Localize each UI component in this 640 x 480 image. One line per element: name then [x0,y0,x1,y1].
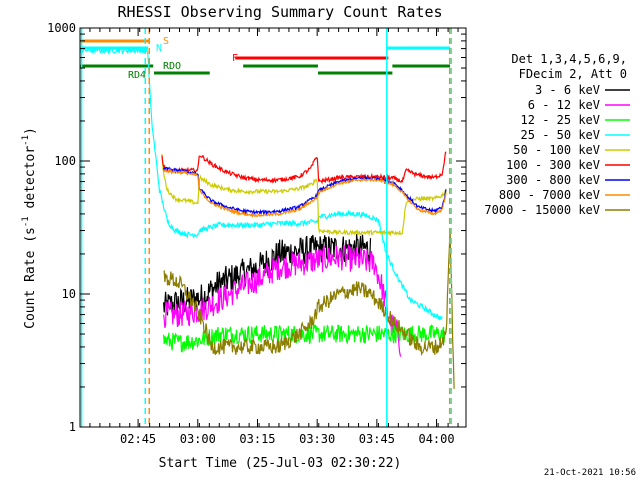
legend-header-1: Det 1,3,4,5,6,9, [511,52,627,66]
x-tick-label: 04:00 [418,432,454,446]
y-axis-label-suffix: ) [23,127,38,135]
footer-date: 21-Oct-2021 10:56 [544,468,636,478]
flag-bars: SN F RDO RD4 [80,36,451,81]
series-line [161,154,447,237]
x-tick-label: 03:45 [359,432,395,446]
legend-header-2: FDecim 2, Att 0 [519,67,627,81]
axes: 1 10 100 1000 02:45 03:00 03:15 03:30 03:45 04:00 [47,21,467,446]
legend: Det 1,3,4,5,6,9, FDecim 2, Att 0 3 - 6 k… [484,52,630,217]
x-tick-label: 03:30 [299,432,335,446]
y-tick-label: 1 [69,420,76,434]
legend-entry-label: 6 - 12 keV [528,98,600,112]
legend-entry-label: 7000 - 15000 keV [484,203,600,217]
series-line [163,243,402,357]
y-axis-label-mid: detector [23,146,38,217]
y-axis-label-prefix: Count Rate (s [23,227,38,329]
flag-label: RDO [163,61,181,72]
flag-label: F [232,53,238,64]
flag-label: RD4 [128,70,146,81]
x-tick-label: 03:00 [180,432,216,446]
y-axis-label-exponent-2: -1 [21,135,31,146]
legend-entry-label: 100 - 300 keV [506,158,600,172]
legend-entry-label: 3 - 6 keV [535,83,600,97]
legend-entry-label: 800 - 7000 keV [499,188,600,202]
x-axis-label: Start Time (25-Jul-03 02:30:22) [159,456,402,471]
flag-label: N [156,43,162,54]
y-tick-label: 10 [62,287,76,301]
plot-frame [79,27,467,428]
legend-entry-label: 25 - 50 keV [521,128,600,142]
flag-label: S [163,36,169,47]
series-line [163,168,447,219]
x-tick-label: 02:45 [120,432,156,446]
y-axis-label: Count Rate (s-1 detector-1) [21,127,38,329]
legend-entry-label: 12 - 25 keV [521,113,600,127]
x-tick-label: 03:15 [239,432,275,446]
series-line [163,324,447,353]
y-tick-label: 100 [54,154,76,168]
series-line [161,151,447,185]
legend-entry-label: 300 - 800 keV [506,173,600,187]
y-axis-label-exponent: -1 [21,216,31,227]
series-layer [79,28,455,427]
y-tick-label: 1000 [47,21,76,35]
legend-entry-label: 50 - 100 keV [513,143,600,157]
series-line [163,228,455,389]
chart-title: RHESSI Observing Summary Count Rates [117,3,442,21]
